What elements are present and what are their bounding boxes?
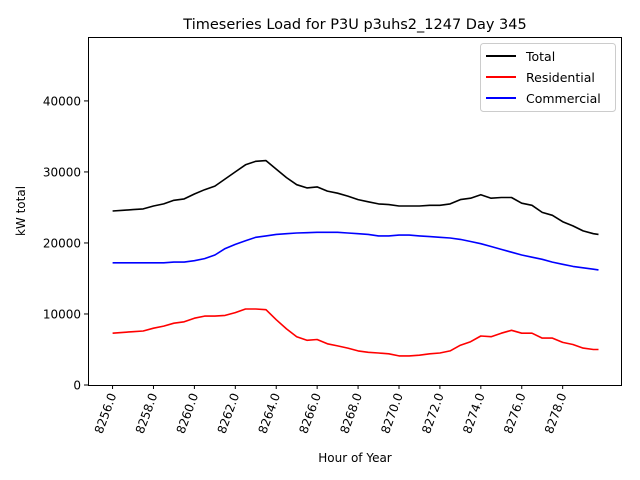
x-tick-label: 8262.0 xyxy=(215,391,243,435)
x-tick-label: 8272.0 xyxy=(419,391,447,435)
y-axis-label: kW total xyxy=(14,186,28,236)
x-tick-label: 8268.0 xyxy=(337,391,365,435)
x-tick-label: 8278.0 xyxy=(542,391,570,435)
plot-frame xyxy=(88,37,622,386)
legend-label-total: Total xyxy=(525,49,555,64)
x-axis-label: Hour of Year xyxy=(318,451,392,465)
x-tick-label: 8274.0 xyxy=(460,391,488,435)
x-tick-label: 8276.0 xyxy=(501,391,529,435)
y-tick-label: 0 xyxy=(73,379,81,393)
y-tick-label: 20000 xyxy=(43,236,81,250)
x-tick-label: 8264.0 xyxy=(256,391,284,435)
x-tick-label: 8270.0 xyxy=(378,391,406,435)
legend-label-residential: Residential xyxy=(526,70,595,85)
legend: Total Residential Commercial xyxy=(480,43,616,112)
y-tick-label: 40000 xyxy=(43,94,81,108)
x-tick-label: 8266.0 xyxy=(296,391,324,435)
x-tick-label: 8260.0 xyxy=(174,391,202,435)
x-tick-label: 8258.0 xyxy=(133,391,161,435)
series-line-commercial xyxy=(112,231,599,271)
chart-title: Timeseries Load for P3U p3uhs2_1247 Day … xyxy=(182,17,526,33)
legend-box xyxy=(480,43,616,112)
y-tick-label: 10000 xyxy=(43,307,81,321)
y-tick-label: 30000 xyxy=(43,165,81,179)
series-line-residential xyxy=(112,308,599,357)
legend-label-commercial: Commercial xyxy=(526,91,601,106)
series-line-total xyxy=(112,159,599,236)
x-tick-label: 8256.0 xyxy=(92,391,120,435)
